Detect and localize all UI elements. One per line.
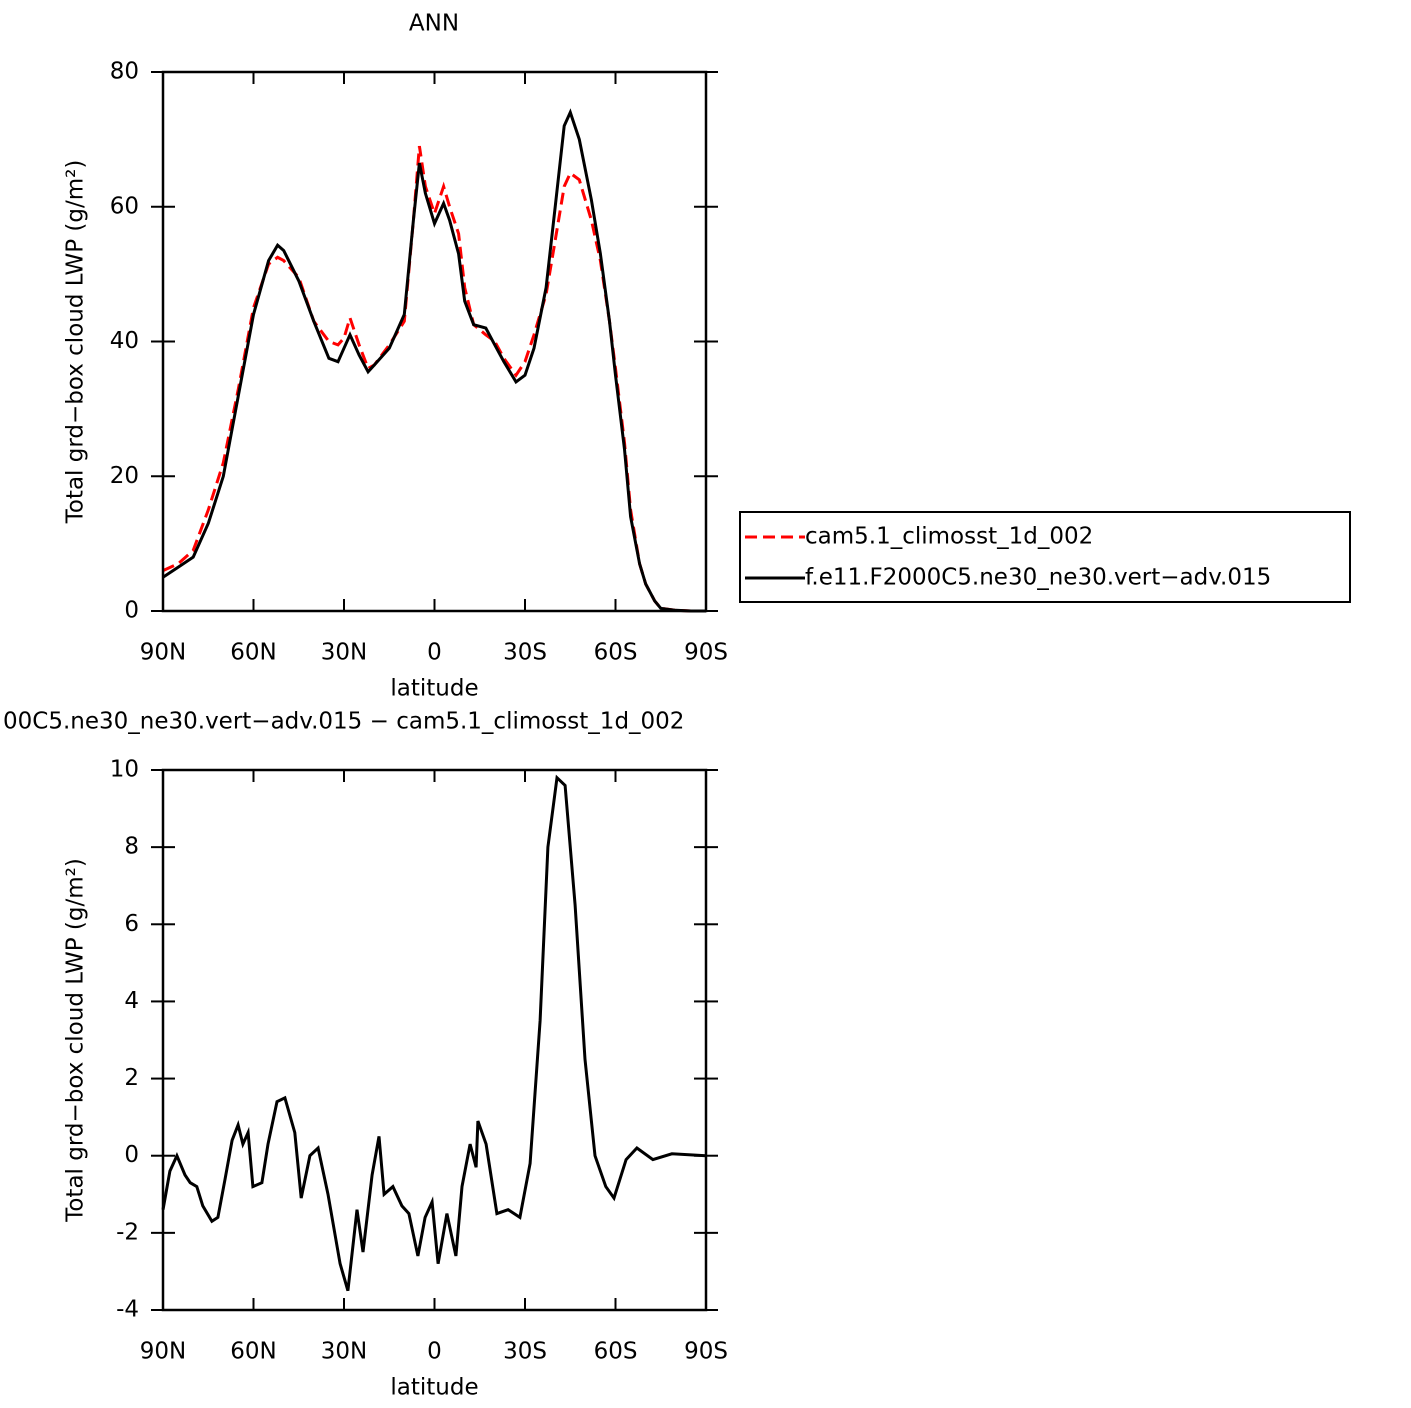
y-tick-label: 80: [110, 59, 139, 85]
x-tick-label: 60S: [594, 1339, 638, 1365]
x-tick-label: 60S: [594, 640, 638, 666]
y-tick-label: 0: [124, 1142, 139, 1168]
data-line: [161, 774, 707, 1292]
legend-box: [739, 511, 1351, 603]
data-line: [162, 108, 706, 613]
plot-frame: [161, 768, 708, 1312]
x-axis-label: latitude: [390, 676, 478, 702]
y-tick-label: 0: [124, 598, 139, 624]
y-tick-label: -2: [116, 1219, 139, 1245]
y-axis-label: Total grd−box cloud LWP (g/m²): [63, 160, 89, 525]
x-tick-label: 30N: [321, 640, 367, 666]
x-tick-label: 60N: [230, 1339, 276, 1365]
plot-frame: [161, 70, 708, 613]
chart-title: 00C5.ne30_ne30.vert−adv.015 − cam5.1_cli…: [3, 709, 684, 735]
x-tick-label: 90N: [140, 640, 186, 666]
y-tick-label: 60: [110, 193, 139, 219]
data-line: [162, 145, 706, 613]
x-tick-label: 90S: [684, 640, 728, 666]
chart-title: ANN: [409, 11, 459, 37]
x-tick-label: 90N: [140, 1339, 186, 1365]
x-tick-label: 0: [427, 1339, 442, 1365]
x-tick-label: 30S: [503, 640, 547, 666]
y-tick-label: -4: [116, 1297, 139, 1323]
legend-label: f.e11.F2000C5.ne30_ne30.vert−adv.015: [805, 565, 1271, 591]
y-tick-label: 6: [124, 911, 139, 937]
y-axis-label: Total grd−box cloud LWP (g/m²): [63, 858, 89, 1223]
x-tick-label: 90S: [684, 1339, 728, 1365]
y-tick-label: 2: [124, 1065, 139, 1091]
x-tick-label: 30N: [321, 1339, 367, 1365]
x-tick-label: 60N: [230, 640, 276, 666]
y-tick-label: 10: [110, 757, 139, 783]
y-tick-label: 8: [124, 834, 139, 860]
x-tick-label: 30S: [503, 1339, 547, 1365]
y-tick-label: 4: [124, 988, 139, 1014]
x-axis-label: latitude: [390, 1375, 478, 1401]
y-tick-label: 40: [110, 328, 139, 354]
x-tick-label: 0: [427, 640, 442, 666]
y-tick-label: 20: [110, 463, 139, 489]
legend-label: cam5.1_climosst_1d_002: [805, 524, 1093, 550]
